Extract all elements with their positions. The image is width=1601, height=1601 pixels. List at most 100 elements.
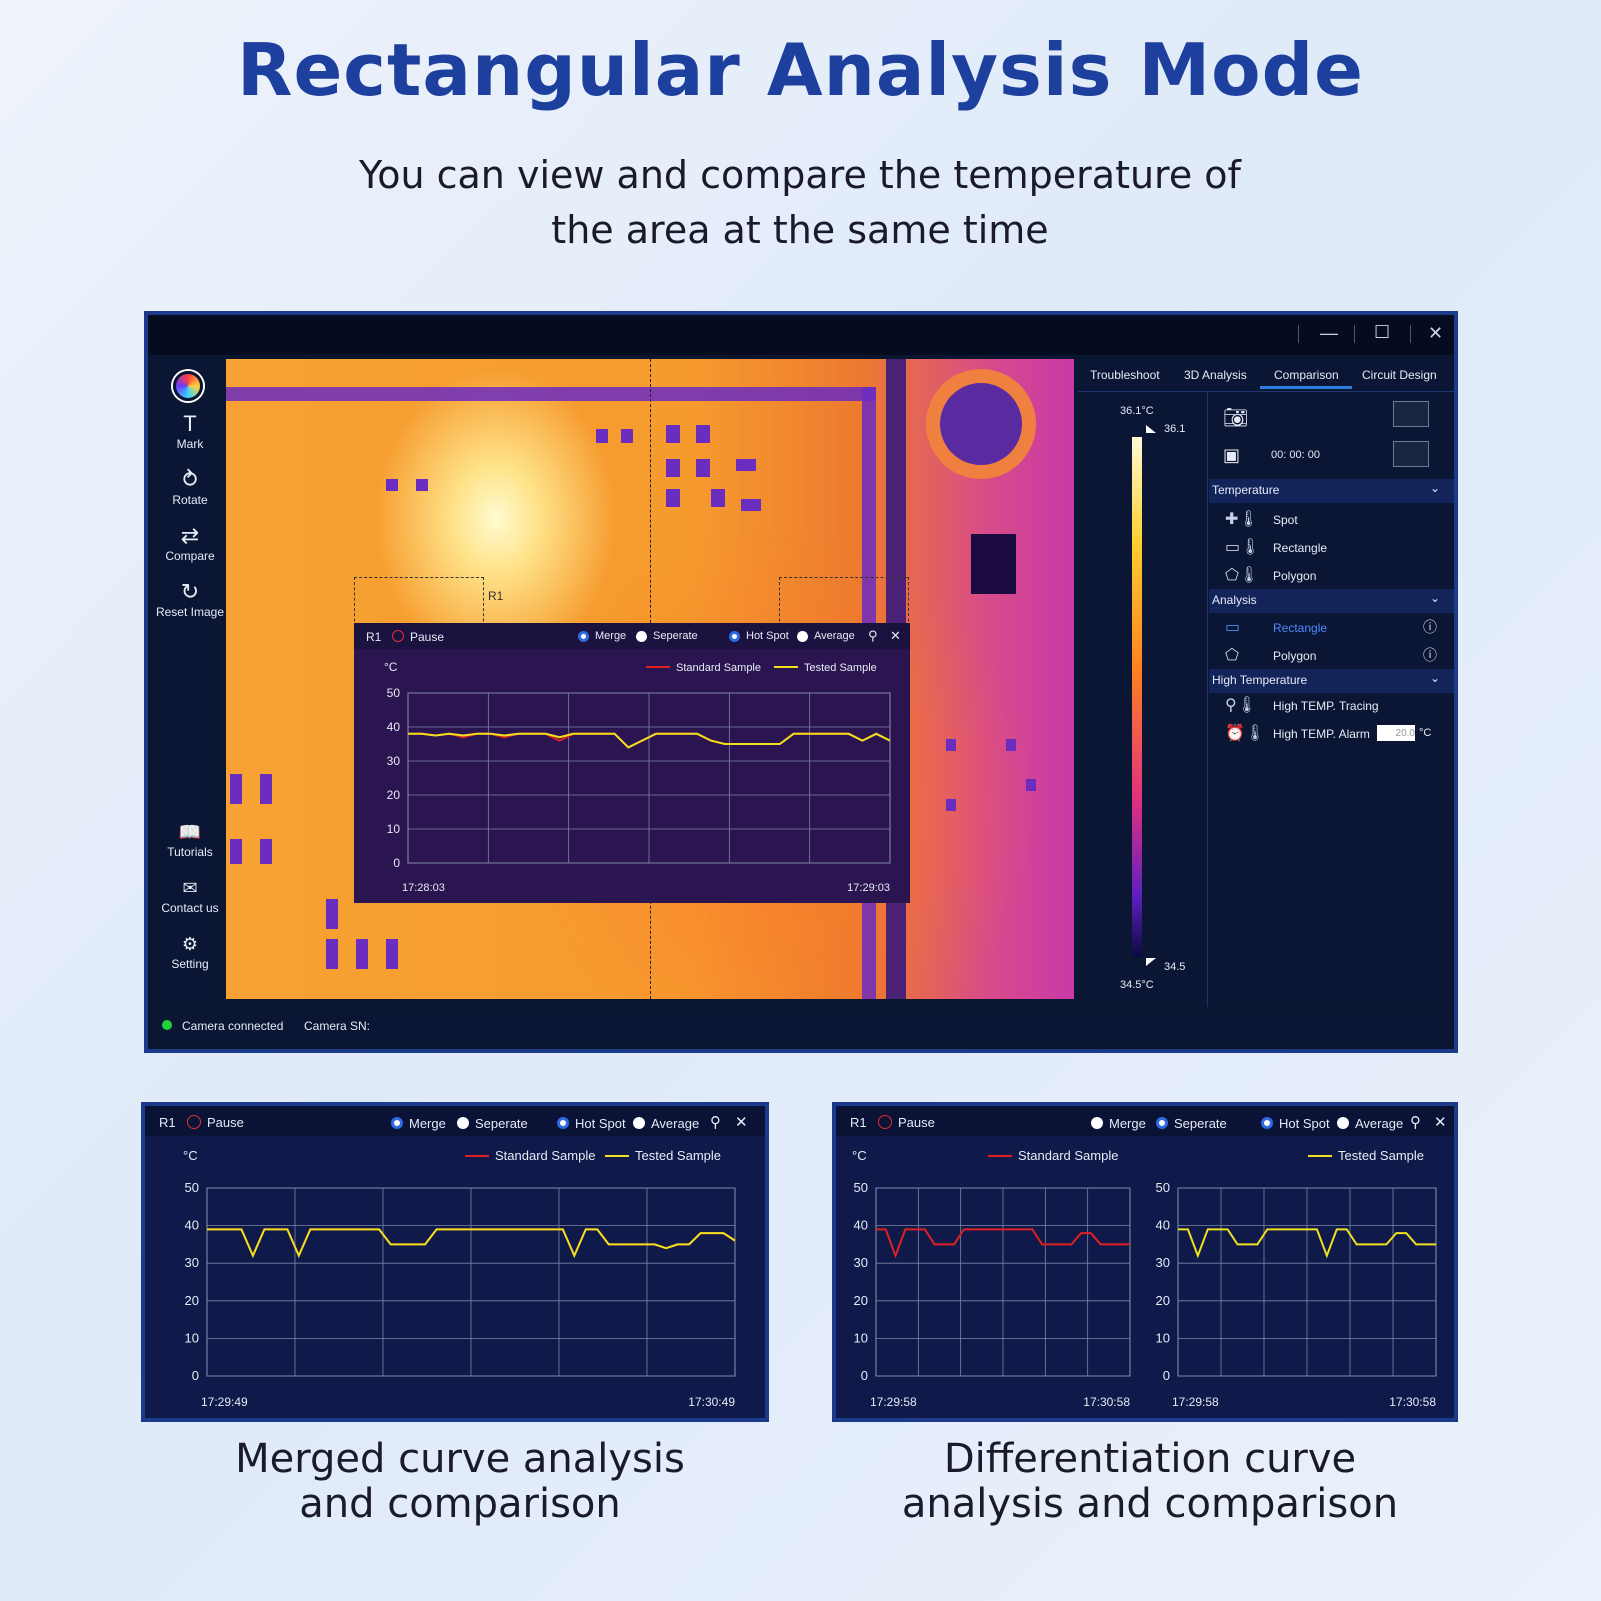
close-graph-icon[interactable]: ✕ xyxy=(1434,1114,1447,1131)
tool-compare[interactable]: ⇄ Compare xyxy=(152,523,228,563)
pin-icon[interactable]: ⚲ xyxy=(710,1114,721,1131)
spot-thermometer-icon: ✚🌡︎ xyxy=(1225,511,1259,528)
subtitle-line-1: You can view and compare the temperature… xyxy=(359,153,1241,197)
menu-item-high-temp-tracing[interactable]: High TEMP. Tracing xyxy=(1273,699,1379,713)
video-thumbnail[interactable] xyxy=(1393,441,1429,467)
control-panel: 📷︎ ▣ 00: 00: 00 Temperature ⌄ ✚🌡︎ Spot ▭🌡… xyxy=(1209,391,1454,1007)
seperate-label: Seperate xyxy=(475,1116,528,1131)
seperate-radio[interactable] xyxy=(457,1117,469,1129)
average-radio[interactable] xyxy=(1337,1117,1349,1129)
tab-troubleshoot[interactable]: Troubleshoot xyxy=(1090,368,1160,382)
menu-item-analysis-rectangle[interactable]: Rectangle xyxy=(1273,621,1328,635)
pause-button[interactable]: Pause xyxy=(207,1115,244,1130)
merge-radio[interactable] xyxy=(1091,1117,1103,1129)
close-graph-icon[interactable]: ✕ xyxy=(890,628,901,643)
camera-icon[interactable]: 📷︎ xyxy=(1223,407,1249,429)
right-panel: Troubleshoot 3D Analysis Comparison Circuit… xyxy=(1078,359,1454,1007)
average-radio[interactable] xyxy=(633,1117,645,1129)
book-icon: 📖 xyxy=(178,822,202,842)
close-graph-icon[interactable]: ✕ xyxy=(735,1114,748,1131)
hotspot-radio[interactable] xyxy=(729,631,740,642)
menu-item-rectangle[interactable]: Rectangle xyxy=(1273,541,1328,555)
tab-circuit-design[interactable]: Circuit Design xyxy=(1362,368,1437,382)
scale-min-label: 34.5°C xyxy=(1120,979,1154,991)
menu-item-high-temp-alarm[interactable]: High TEMP. Alarm xyxy=(1273,727,1370,741)
y-tick-label: 10 xyxy=(1156,1330,1170,1345)
merge-radio[interactable] xyxy=(391,1117,403,1129)
pin-icon[interactable]: ⚲ xyxy=(1410,1114,1421,1131)
merge-label: Merge xyxy=(595,630,627,642)
tab-comparison[interactable]: Comparison xyxy=(1274,368,1339,382)
max-marker-icon xyxy=(1146,425,1156,433)
help-icon[interactable]: ⓘ xyxy=(1423,619,1437,635)
chevron-down-icon[interactable]: ⌄ xyxy=(1429,671,1440,685)
y-tick-label: 20 xyxy=(1156,1293,1170,1308)
snapshot-thumbnail[interactable] xyxy=(1393,401,1429,427)
seperate-radio[interactable] xyxy=(1156,1117,1168,1129)
section-temperature[interactable]: Temperature ⌄ xyxy=(1209,479,1454,503)
tracing-icon: ⚲🌡︎ xyxy=(1225,697,1258,714)
seperate-radio[interactable] xyxy=(636,631,647,642)
separator xyxy=(1298,325,1299,343)
connection-indicator xyxy=(162,1020,172,1030)
video-icon[interactable]: ▣ xyxy=(1223,445,1241,465)
maximize-button[interactable]: ☐ xyxy=(1374,322,1391,342)
tool-rotate[interactable]: ⥁ Rotate xyxy=(152,467,228,507)
tool-reset-image[interactable]: ↻ Reset Image xyxy=(152,579,228,619)
chart-svg: 0 10 20 30 40 50 °C 17:29:49 17:30:49 Standard Sa… xyxy=(183,1148,736,1409)
pause-icon[interactable] xyxy=(392,630,404,642)
section-analysis[interactable]: Analysis ⌄ xyxy=(1209,589,1454,613)
pin-icon[interactable]: ⚲ xyxy=(868,628,878,643)
help-icon[interactable]: ⓘ xyxy=(1423,647,1437,663)
menu-item-analysis-polygon[interactable]: Polygon xyxy=(1273,649,1317,663)
menu-item-spot[interactable]: Spot xyxy=(1273,513,1298,527)
pause-icon[interactable] xyxy=(878,1115,892,1129)
average-label: Average xyxy=(651,1116,700,1131)
status-bar: Camera connected Camera SN: xyxy=(152,1011,1454,1043)
component xyxy=(326,899,338,929)
component xyxy=(946,739,956,751)
merge-radio[interactable] xyxy=(578,631,589,642)
tool-mark[interactable]: T Mark xyxy=(152,411,228,451)
y-tick-label: 20 xyxy=(185,1293,199,1308)
connector xyxy=(926,369,1036,479)
tool-setting[interactable]: ⚙ Setting xyxy=(152,931,228,971)
component xyxy=(230,774,242,804)
title-bar: — ☐ ✕ xyxy=(148,315,1454,355)
separator xyxy=(1410,325,1411,343)
x-start-label: 17:29:49 xyxy=(201,1395,248,1409)
palette-icon[interactable] xyxy=(173,371,203,401)
pause-icon[interactable] xyxy=(187,1115,201,1129)
hotspot-radio[interactable] xyxy=(1261,1117,1273,1129)
tab-3d-analysis[interactable]: 3D Analysis xyxy=(1184,368,1247,382)
y-tick-label: 20 xyxy=(854,1293,868,1308)
average-radio[interactable] xyxy=(797,631,808,642)
tool-tutorials[interactable]: 📖 Tutorials xyxy=(152,819,228,859)
y-tick-label: 10 xyxy=(854,1330,868,1345)
unit-label: °C xyxy=(183,1148,198,1163)
section-high-temperature[interactable]: High Temperature ⌄ xyxy=(1209,669,1454,693)
thermal-image[interactable]: R1 R1 Pause Merge Seperate Hot Spot Aver… xyxy=(226,359,1074,999)
alarm-unit: °C xyxy=(1419,727,1432,739)
record-timer: 00: 00: 00 xyxy=(1271,449,1320,461)
minimize-button[interactable]: — xyxy=(1320,323,1338,343)
chevron-down-icon[interactable]: ⌄ xyxy=(1429,481,1440,495)
close-button[interactable]: ✕ xyxy=(1428,323,1444,343)
alarm-value-input[interactable] xyxy=(1377,725,1415,741)
caption-line: Differentiation curve xyxy=(943,1436,1357,1482)
text-mark-icon: T xyxy=(183,411,197,436)
component xyxy=(736,459,756,471)
compare-icon: ⇄ xyxy=(180,523,200,548)
component xyxy=(666,425,680,443)
menu-item-polygon[interactable]: Polygon xyxy=(1273,569,1317,583)
tool-contact-us[interactable]: ✉ Contact us xyxy=(152,875,228,915)
section-title: Temperature xyxy=(1212,483,1280,497)
component xyxy=(1006,739,1016,751)
x-end-label: 17:30:58 xyxy=(1083,1395,1130,1409)
component xyxy=(416,479,428,491)
legend-label: Tested Sample xyxy=(804,662,877,674)
chevron-down-icon[interactable]: ⌄ xyxy=(1429,591,1440,605)
pause-button[interactable]: Pause xyxy=(898,1115,935,1130)
hotspot-radio[interactable] xyxy=(557,1117,569,1129)
pause-button[interactable]: Pause xyxy=(410,630,445,644)
